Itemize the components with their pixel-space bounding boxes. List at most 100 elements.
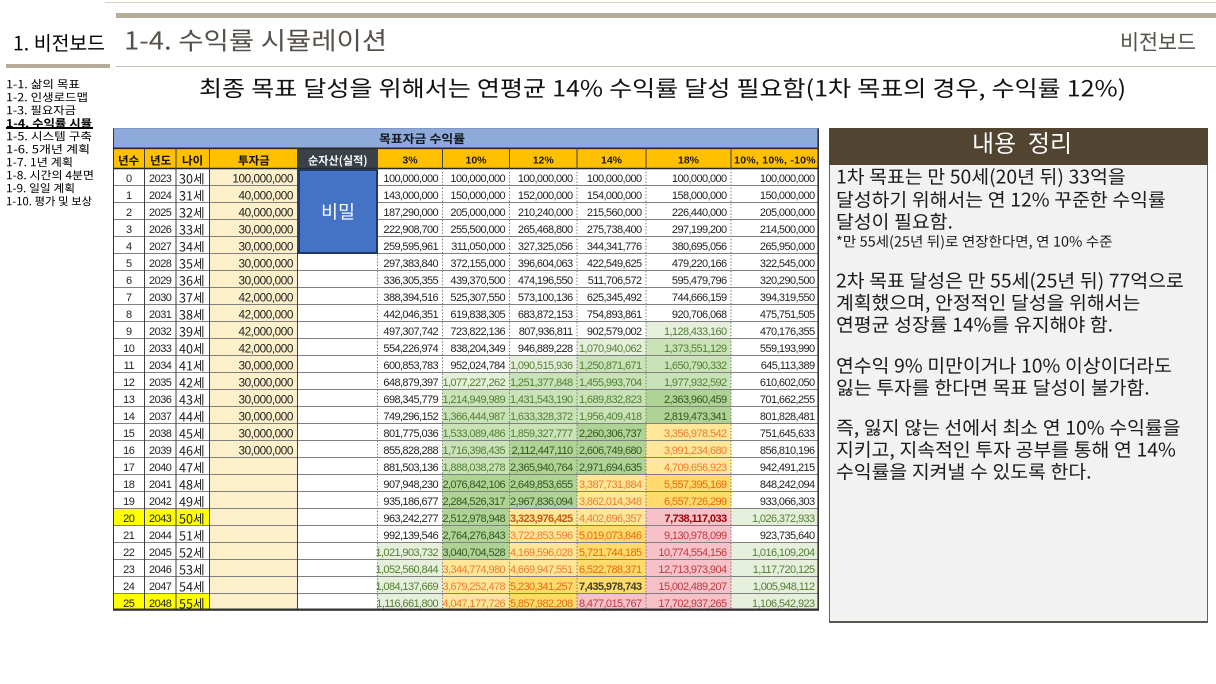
svg-text:13: 13 [123, 394, 135, 406]
svg-text:5,721,744,185: 5,721,744,185 [579, 547, 642, 559]
svg-text:7,435,978,743: 7,435,978,743 [579, 581, 642, 593]
svg-text:12%: 12% [533, 154, 555, 166]
svg-text:210,240,000: 210,240,000 [518, 207, 573, 219]
svg-text:11: 11 [124, 360, 135, 372]
svg-text:2,512,978,948: 2,512,978,948 [442, 513, 505, 525]
svg-text:6,522,788,371: 6,522,788,371 [579, 564, 642, 576]
svg-text:933,066,303: 933,066,303 [760, 496, 815, 508]
svg-text:222,908,700: 222,908,700 [383, 224, 438, 236]
svg-text:14%: 14% [601, 154, 623, 166]
svg-text:1,026,372,933: 1,026,372,933 [752, 513, 815, 525]
svg-text:920,706,068: 920,706,068 [672, 309, 727, 321]
svg-text:1,214,949,989: 1,214,949,989 [442, 394, 505, 406]
svg-text:2036: 2036 [149, 394, 172, 406]
svg-text:683,872,153: 683,872,153 [518, 309, 573, 321]
svg-text:744,666,159: 744,666,159 [672, 292, 727, 304]
svg-text:30,000,000: 30,000,000 [238, 392, 293, 406]
svg-text:388,394,516: 388,394,516 [383, 292, 438, 304]
svg-text:12: 12 [123, 377, 135, 389]
svg-text:17,702,937,265: 17,702,937,265 [658, 598, 727, 610]
svg-text:187,290,000: 187,290,000 [383, 207, 438, 219]
svg-text:1,533,089,486: 1,533,089,486 [442, 428, 505, 440]
svg-text:2,363,960,459: 2,363,960,459 [664, 394, 727, 406]
svg-text:1,077,227,262: 1,077,227,262 [442, 377, 505, 389]
svg-text:30,000,000: 30,000,000 [238, 256, 293, 270]
svg-text:10%, 10%, -10%: 10%, 10%, -10% [734, 154, 816, 166]
svg-text:1,005,948,112: 1,005,948,112 [753, 581, 815, 593]
svg-text:17: 17 [123, 462, 135, 474]
svg-text:610,602,050: 610,602,050 [760, 377, 815, 389]
svg-text:158,000,000: 158,000,000 [672, 190, 727, 202]
svg-text:18%: 18% [678, 154, 700, 166]
svg-text:2043: 2043 [149, 513, 172, 525]
svg-text:2045: 2045 [149, 547, 172, 559]
svg-text:2,764,276,843: 2,764,276,843 [442, 530, 505, 542]
svg-text:1,716,398,435: 1,716,398,435 [442, 445, 505, 457]
svg-text:5,019,073,846: 5,019,073,846 [579, 530, 642, 542]
svg-text:2035: 2035 [149, 377, 172, 389]
svg-text:1,070,940,062: 1,070,940,062 [579, 343, 642, 355]
svg-text:30,000,000: 30,000,000 [238, 358, 293, 372]
svg-text:2034: 2034 [149, 360, 172, 372]
svg-text:154,000,000: 154,000,000 [587, 190, 642, 202]
svg-text:749,296,152: 749,296,152 [383, 411, 438, 423]
svg-text:554,226,974: 554,226,974 [383, 343, 438, 355]
svg-text:2,649,853,655: 2,649,853,655 [510, 479, 573, 491]
svg-text:2030: 2030 [149, 292, 172, 304]
svg-text:474,196,550: 474,196,550 [518, 275, 573, 287]
svg-text:3,679,252,478: 3,679,252,478 [442, 581, 505, 593]
svg-text:511,706,572: 511,706,572 [588, 275, 642, 287]
svg-text:902,579,002: 902,579,002 [587, 326, 642, 338]
svg-text:907,948,230: 907,948,230 [383, 479, 438, 491]
svg-text:100,000,000: 100,000,000 [450, 173, 505, 185]
svg-text:100,000,000: 100,000,000 [383, 173, 438, 185]
svg-text:923,735,640: 923,735,640 [760, 530, 815, 542]
svg-text:12,713,973,904: 12,713,973,904 [658, 564, 727, 576]
svg-text:23: 23 [123, 564, 135, 576]
svg-text:40,000,000: 40,000,000 [238, 205, 293, 219]
svg-text:396,604,063: 396,604,063 [518, 258, 573, 270]
svg-text:2,112,447,110: 2,112,447,110 [512, 445, 573, 457]
svg-text:2040: 2040 [149, 462, 172, 474]
svg-text:24: 24 [123, 581, 135, 593]
svg-text:1,888,038,278: 1,888,038,278 [442, 462, 505, 474]
svg-text:801,775,036: 801,775,036 [383, 428, 438, 440]
svg-text:275,738,400: 275,738,400 [587, 224, 642, 236]
svg-text:3,356,978,542: 3,356,978,542 [664, 428, 727, 440]
svg-text:3,991,234,680: 3,991,234,680 [664, 445, 727, 457]
svg-text:259,595,961: 259,595,961 [383, 241, 438, 253]
svg-text:1: 1 [126, 190, 132, 202]
svg-text:42,000,000: 42,000,000 [238, 324, 293, 338]
svg-text:2025: 2025 [149, 207, 172, 219]
svg-text:3%: 3% [402, 154, 418, 166]
svg-text:1,106,542,923: 1,106,542,923 [752, 598, 815, 610]
svg-text:226,440,000: 226,440,000 [672, 207, 727, 219]
svg-text:754,893,861: 754,893,861 [587, 309, 642, 321]
svg-text:645,113,389: 645,113,389 [761, 360, 815, 372]
svg-text:19: 19 [123, 496, 135, 508]
svg-text:2,967,836,094: 2,967,836,094 [510, 496, 573, 508]
svg-text:1,084,137,669: 1,084,137,669 [375, 581, 438, 593]
svg-text:625,345,492: 625,345,492 [587, 292, 642, 304]
svg-text:2033: 2033 [149, 343, 172, 355]
svg-text:30,000,000: 30,000,000 [238, 222, 293, 236]
svg-text:3: 3 [126, 224, 132, 236]
svg-text:7: 7 [126, 292, 132, 304]
svg-text:2032: 2032 [149, 326, 172, 338]
svg-text:2,260,306,737: 2,260,306,737 [579, 428, 642, 440]
svg-text:1,431,543,190: 1,431,543,190 [510, 394, 573, 406]
svg-text:1,633,328,372: 1,633,328,372 [510, 411, 573, 423]
svg-text:422,549,625: 422,549,625 [587, 258, 642, 270]
svg-text:442,046,351: 442,046,351 [383, 309, 438, 321]
svg-text:21: 21 [123, 530, 135, 542]
svg-text:30,000,000: 30,000,000 [238, 375, 293, 389]
svg-text:150,000,000: 150,000,000 [760, 190, 815, 202]
svg-text:320,290,500: 320,290,500 [760, 275, 815, 287]
svg-text:30,000,000: 30,000,000 [238, 409, 293, 423]
svg-text:15,002,489,207: 15,002,489,207 [658, 581, 727, 593]
svg-text:2031: 2031 [149, 309, 172, 321]
svg-text:2: 2 [126, 207, 132, 219]
svg-text:648,879,397: 648,879,397 [383, 377, 438, 389]
svg-text:855,828,288: 855,828,288 [383, 445, 438, 457]
svg-text:881,503,136: 881,503,136 [383, 462, 438, 474]
